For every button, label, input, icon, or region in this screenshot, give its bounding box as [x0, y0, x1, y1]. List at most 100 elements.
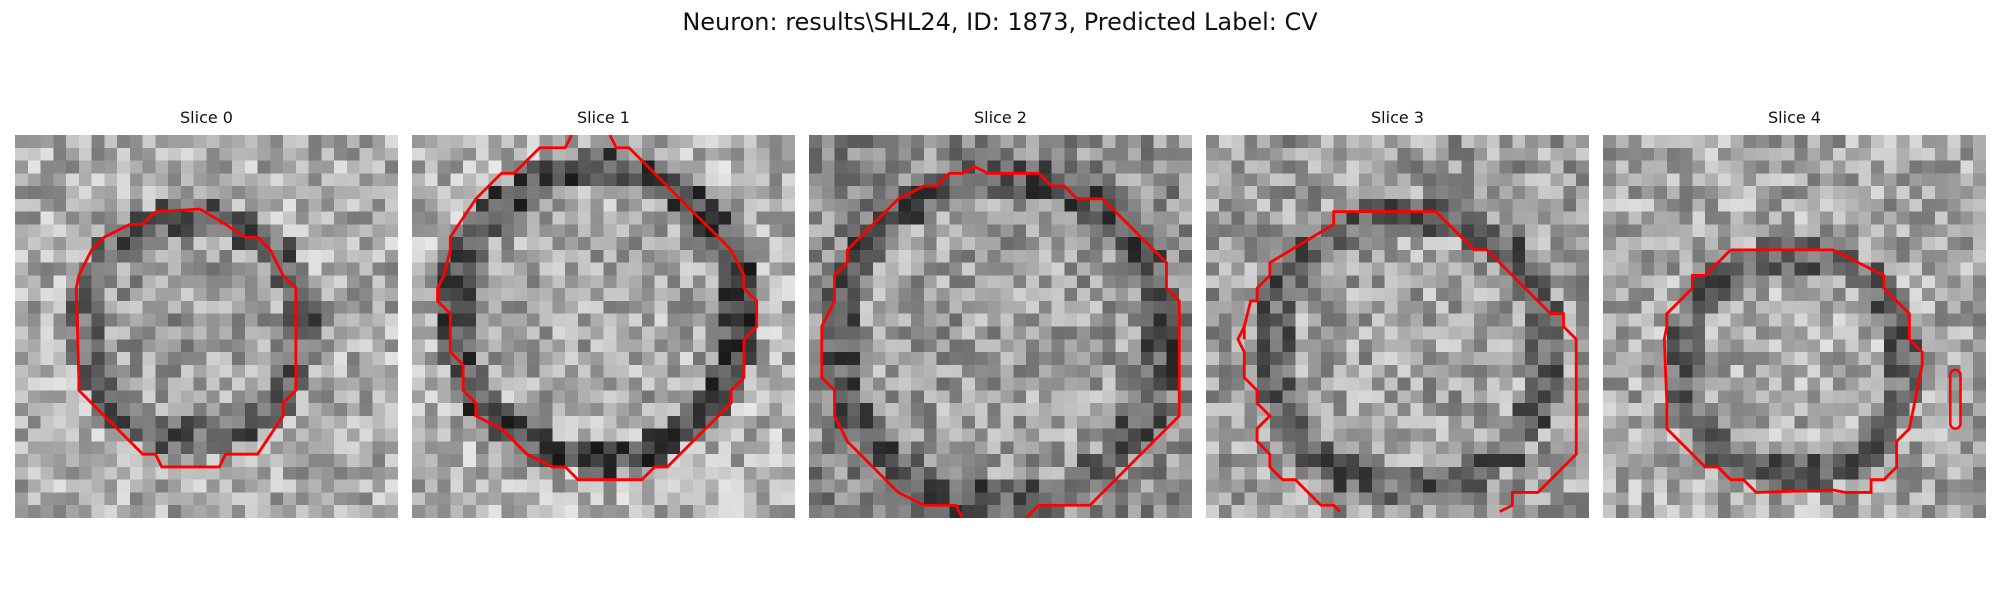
pixel	[1308, 441, 1322, 455]
pixel	[949, 262, 963, 276]
pixel	[1153, 160, 1167, 174]
pixel	[1179, 326, 1192, 340]
pixel	[782, 390, 795, 404]
pixel	[1832, 135, 1846, 149]
pixel	[1654, 479, 1668, 493]
pixel	[756, 326, 770, 340]
pixel	[1550, 147, 1564, 161]
pixel	[1947, 211, 1961, 225]
pixel	[641, 339, 655, 353]
pixel	[142, 428, 156, 442]
pixel	[692, 147, 706, 161]
pixel	[577, 326, 591, 340]
pixel	[1206, 288, 1220, 302]
pixel	[501, 403, 515, 417]
pixel	[437, 466, 451, 480]
pixel	[1486, 275, 1500, 289]
pixel	[463, 313, 477, 327]
pixel	[1371, 313, 1385, 327]
pixel	[1934, 300, 1948, 314]
pixel	[1026, 147, 1040, 161]
pixel	[1397, 466, 1411, 480]
pixel	[577, 364, 591, 378]
pixel	[180, 403, 194, 417]
pixel	[1359, 454, 1373, 468]
pixel	[385, 390, 398, 404]
pixel	[705, 186, 719, 200]
pixel	[743, 441, 757, 455]
pixel	[450, 364, 464, 378]
pixel	[501, 147, 515, 161]
pixel	[705, 173, 719, 187]
pixel	[1474, 288, 1488, 302]
pixel	[412, 441, 426, 455]
pixel	[667, 249, 681, 263]
pixel	[1717, 415, 1731, 429]
pixel	[809, 352, 823, 366]
pixel	[1231, 300, 1245, 314]
pixel	[1756, 262, 1770, 276]
pixel	[385, 339, 398, 353]
pixel	[1153, 224, 1167, 238]
pixel	[1231, 441, 1245, 455]
pixel	[1679, 237, 1693, 251]
pixel	[232, 505, 246, 518]
pixel	[1730, 339, 1744, 353]
pixel	[1308, 211, 1322, 225]
pixel	[359, 300, 373, 314]
pixel	[834, 313, 848, 327]
pixel	[1730, 505, 1744, 518]
pixel	[962, 466, 976, 480]
pixel	[1115, 428, 1129, 442]
pixel	[1410, 160, 1424, 174]
pixel	[78, 147, 92, 161]
pixel	[1717, 428, 1731, 442]
pixel	[117, 198, 131, 212]
pixel	[1512, 186, 1526, 200]
pixel	[1499, 147, 1513, 161]
pixel	[949, 352, 963, 366]
pixel	[1756, 415, 1770, 429]
pixel	[1537, 492, 1551, 506]
pixel	[1320, 249, 1334, 263]
pixel	[1883, 147, 1897, 161]
pixel	[15, 326, 29, 340]
pixel	[911, 326, 925, 340]
pixel	[1384, 300, 1398, 314]
pixel	[27, 415, 41, 429]
pixel	[1896, 249, 1910, 263]
pixel	[1000, 441, 1014, 455]
pixel	[705, 454, 719, 468]
pixel	[129, 147, 143, 161]
pixel	[53, 198, 67, 212]
pixel	[1576, 339, 1589, 353]
pixel	[1947, 300, 1961, 314]
pixel	[526, 275, 540, 289]
pixel	[1423, 249, 1437, 263]
pixel	[1474, 428, 1488, 442]
pixel	[718, 364, 732, 378]
pixel	[155, 186, 169, 200]
pixel	[142, 173, 156, 187]
pixel	[847, 211, 861, 225]
pixel	[1615, 415, 1629, 429]
pixel	[847, 505, 861, 518]
pixel	[603, 275, 617, 289]
pixel	[1768, 364, 1782, 378]
pixel	[372, 466, 386, 480]
pixel	[1550, 479, 1564, 493]
pixel	[680, 377, 694, 391]
pixel	[346, 390, 360, 404]
pixel	[1346, 403, 1360, 417]
pixel	[1448, 492, 1462, 506]
pixel	[1679, 173, 1693, 187]
pixel	[1576, 275, 1589, 289]
pixel	[308, 262, 322, 276]
pixel	[488, 466, 502, 480]
pixel	[1461, 326, 1475, 340]
pixel	[1461, 415, 1475, 429]
pixel	[1756, 505, 1770, 518]
pixel	[308, 415, 322, 429]
pixel	[731, 390, 745, 404]
pixel	[1576, 428, 1589, 442]
